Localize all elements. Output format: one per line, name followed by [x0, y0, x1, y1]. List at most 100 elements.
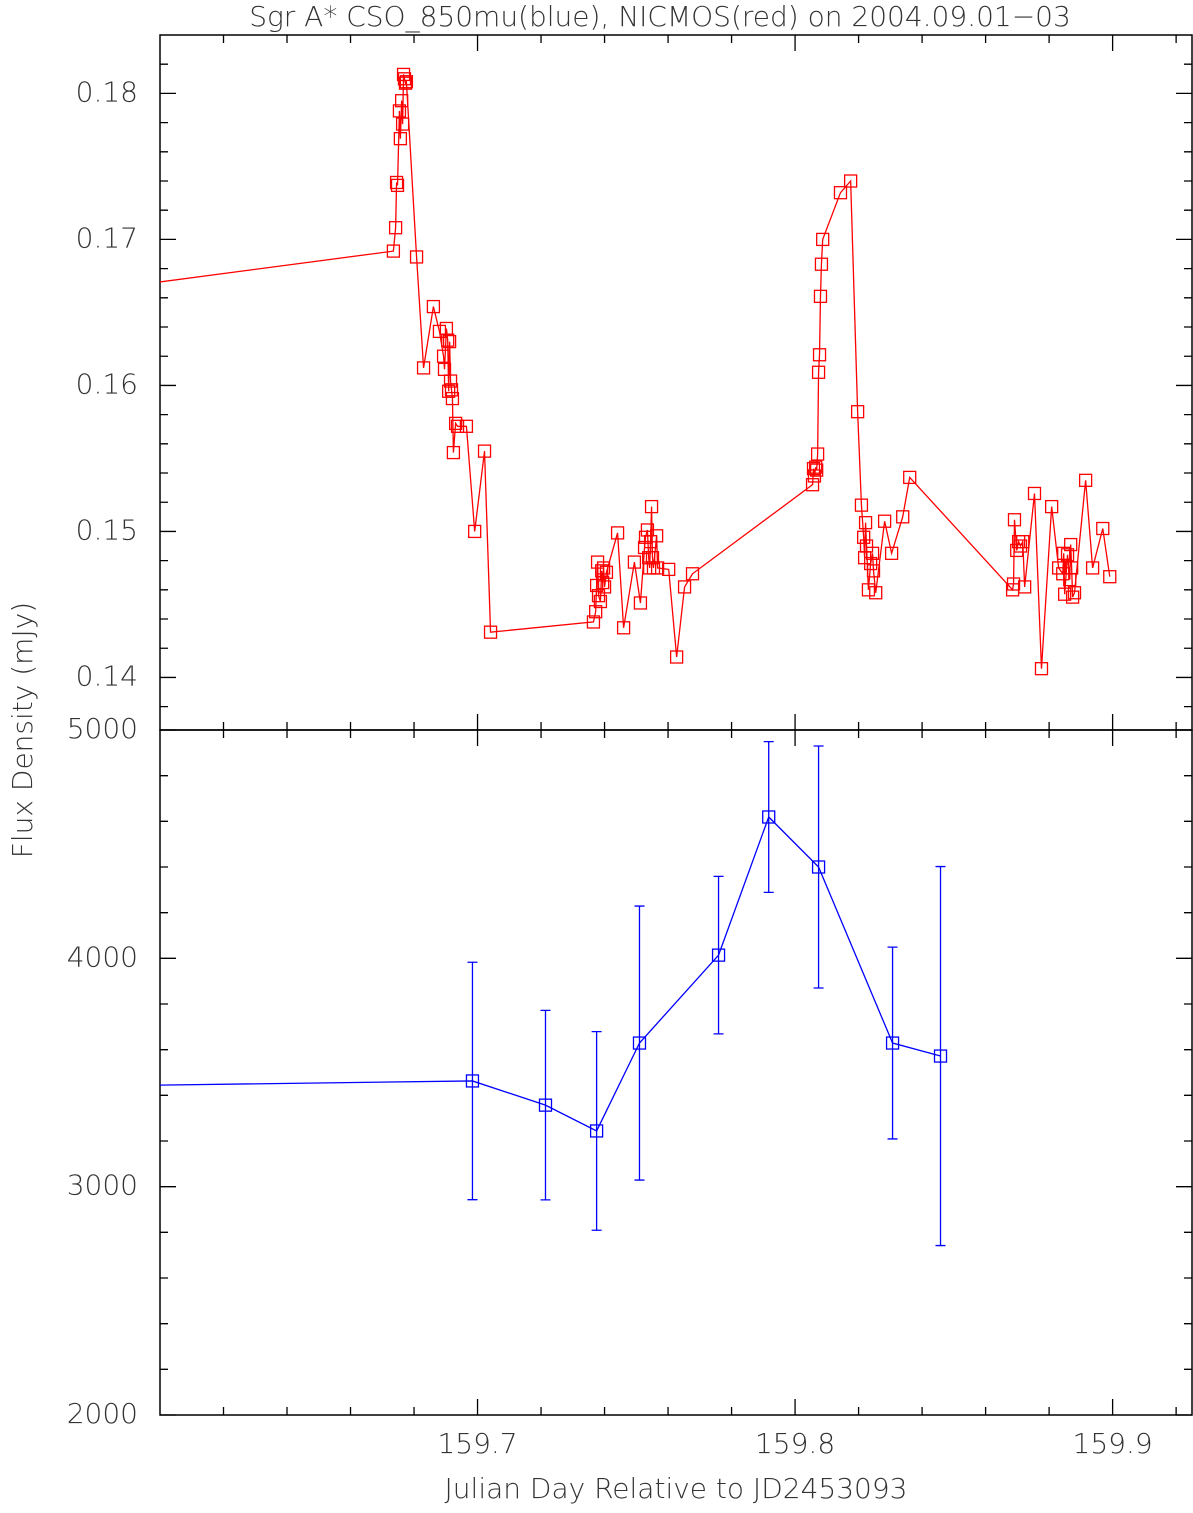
- marker: [398, 76, 413, 90]
- marker: [446, 445, 461, 460]
- marker: [610, 526, 625, 540]
- plot-area: [160, 67, 1117, 676]
- marker: [1057, 546, 1071, 560]
- marker: [858, 516, 873, 530]
- error-bar: [591, 1030, 602, 1231]
- marker: [443, 374, 458, 388]
- marker: [816, 232, 830, 247]
- marker: [441, 333, 455, 347]
- marker: [595, 575, 610, 590]
- marker: [866, 564, 881, 578]
- marker: [864, 556, 878, 571]
- error-bar: [467, 961, 478, 1201]
- marker: [468, 524, 482, 539]
- marker: [390, 178, 405, 193]
- marker: [441, 384, 456, 398]
- marker: [644, 499, 659, 514]
- error-bar: [540, 1009, 551, 1201]
- plot-frame: [159, 34, 1193, 731]
- marker: [1013, 539, 1028, 553]
- error-bar: [763, 740, 774, 893]
- marker: [662, 562, 676, 577]
- error-bar: [713, 875, 724, 1035]
- y-axis-label: Flux Density (mJy): [6, 602, 39, 858]
- marker: [386, 244, 401, 258]
- y-tick-label: 0.16: [76, 367, 138, 400]
- y-tick-label: 0.17: [76, 221, 138, 254]
- marker: [809, 460, 823, 474]
- marker: [589, 1124, 604, 1138]
- marker: [810, 463, 824, 477]
- y-tick-label: 0.15: [76, 513, 138, 546]
- marker: [812, 348, 827, 362]
- marker: [633, 596, 648, 610]
- plot-frame: [159, 729, 1193, 1416]
- marker: [445, 391, 460, 406]
- marker: [805, 478, 820, 492]
- marker: [877, 514, 892, 528]
- marker: [903, 470, 917, 485]
- y-tick-label: 0.14: [76, 659, 138, 692]
- marker: [394, 94, 409, 108]
- marker: [442, 334, 457, 349]
- marker: [1060, 548, 1075, 562]
- marker: [395, 117, 410, 131]
- marker: [896, 510, 910, 524]
- marker: [1016, 534, 1030, 549]
- marker: [814, 257, 829, 271]
- marker: [1096, 521, 1110, 536]
- marker: [389, 175, 404, 190]
- marker: [450, 419, 465, 433]
- x-tick-label: 159.8: [755, 1427, 835, 1460]
- marker: [616, 621, 631, 635]
- marker: [393, 132, 408, 146]
- marker: [596, 561, 611, 575]
- y-tick-label: 5000: [67, 712, 138, 745]
- marker: [409, 250, 424, 264]
- marker: [711, 948, 726, 962]
- marker: [538, 1098, 553, 1112]
- marker: [1027, 486, 1042, 501]
- y-tick-label: 3000: [67, 1169, 138, 1202]
- marker: [597, 580, 612, 594]
- x-axis-label: Julian Day Relative to JD2453093: [445, 1472, 908, 1505]
- marker: [811, 860, 826, 874]
- y-tick-label: 0.18: [76, 75, 138, 108]
- y-tick-label: 4000: [67, 940, 138, 973]
- marker: [392, 104, 407, 118]
- marker: [1007, 513, 1022, 527]
- marker: [397, 72, 412, 86]
- marker: [861, 583, 876, 597]
- plot-area: [122, 740, 948, 1247]
- marker: [1034, 662, 1049, 676]
- marker: [593, 594, 608, 609]
- marker: [1065, 590, 1080, 604]
- marker: [865, 546, 880, 560]
- marker: [885, 1036, 900, 1050]
- marker: [1065, 561, 1079, 575]
- marker: [650, 561, 665, 575]
- marker: [448, 416, 463, 431]
- marker: [1006, 577, 1021, 591]
- marker: [632, 1036, 647, 1050]
- error-bar: [634, 905, 645, 1181]
- marker: [1064, 537, 1078, 552]
- marker: [399, 75, 414, 89]
- marker: [586, 615, 601, 629]
- error-bar: [935, 865, 946, 1247]
- error-bar: [887, 946, 898, 1140]
- marker: [677, 580, 692, 594]
- marker: [122, 1080, 134, 1092]
- marker: [669, 650, 684, 664]
- marker: [1085, 561, 1100, 575]
- marker: [762, 810, 776, 824]
- marker: [388, 221, 403, 235]
- marker: [884, 546, 899, 560]
- marker: [465, 1074, 480, 1088]
- data-line: [160, 815, 941, 1132]
- marker: [857, 530, 871, 544]
- marker: [933, 1049, 948, 1063]
- marker: [806, 461, 821, 476]
- marker: [638, 530, 653, 544]
